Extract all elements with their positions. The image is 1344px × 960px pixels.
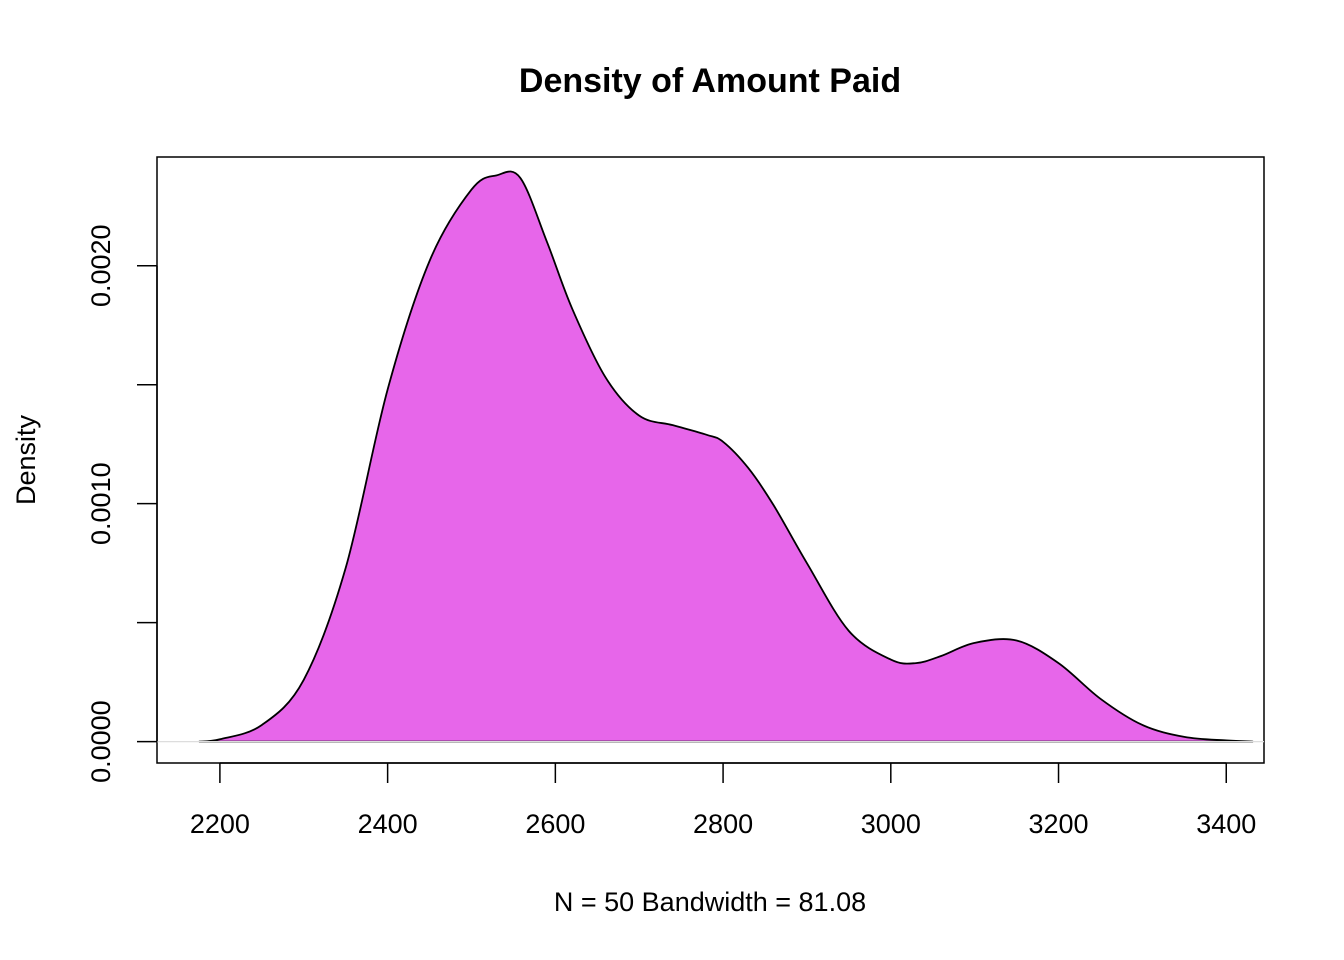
x-tick-label: 2600 [525,809,585,839]
y-tick-label: 0.0010 [86,462,116,545]
y-axis: 0.0000 0.0010 0.0020 [86,224,158,783]
x-tick-label: 2400 [358,809,418,839]
x-tick-label: 3400 [1196,809,1256,839]
chart-title: Density of Amount Paid [519,62,901,100]
y-tick-label: 0.0000 [86,700,116,783]
x-axis: 2200 2400 2600 2800 3000 3200 3400 [190,762,1256,839]
x-axis-label: N = 50 Bandwidth = 81.08 [554,887,866,917]
x-tick-label: 3200 [1028,809,1088,839]
y-axis-label: Density [11,414,41,505]
x-tick-label: 3000 [861,809,921,839]
x-tick-label: 2800 [693,809,753,839]
x-tick-label: 2200 [190,809,250,839]
density-curve [198,170,1254,743]
y-tick-label: 0.0020 [86,224,116,307]
